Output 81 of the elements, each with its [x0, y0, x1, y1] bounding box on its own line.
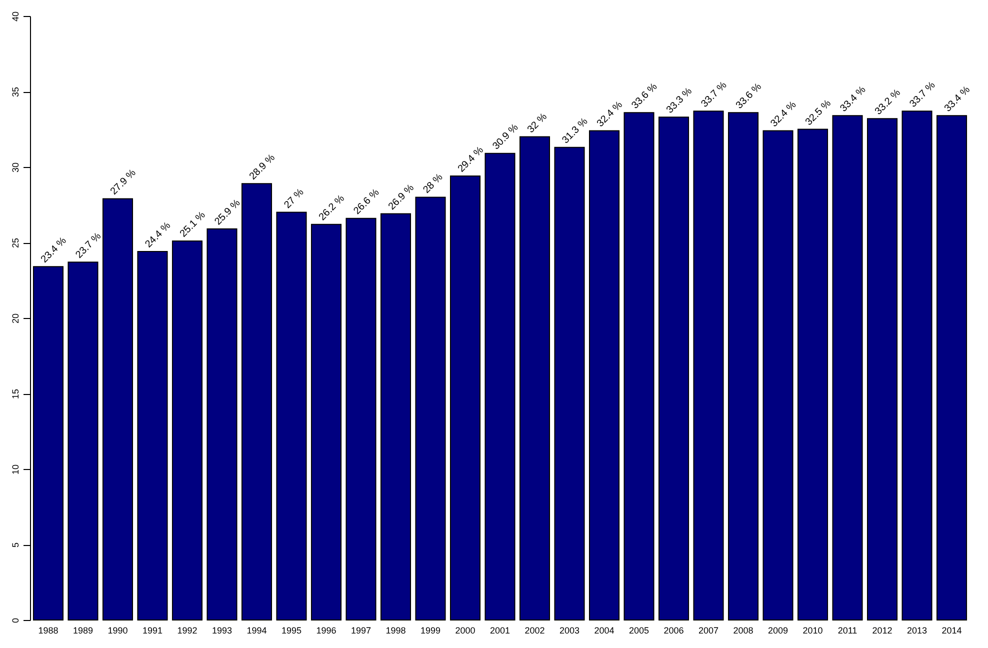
x-tick-label: 1998: [386, 626, 406, 636]
data-label: 33.3 %: [664, 86, 694, 116]
bar: [102, 198, 134, 620]
x-tick-label: 1999: [420, 626, 441, 636]
data-label: 33.4 %: [942, 84, 972, 114]
data-label: 32.4 %: [768, 99, 799, 130]
bar: [484, 152, 516, 620]
bar: [693, 110, 724, 620]
x-tick-label: 1993: [212, 626, 232, 636]
x-tick-label: 1988: [38, 626, 58, 636]
x-tick-label: 2006: [664, 626, 684, 636]
x-tick-label: 2008: [733, 626, 754, 636]
bar: [588, 130, 620, 620]
y-tick-label: 10: [10, 464, 20, 475]
x-tick-label: 2012: [872, 626, 892, 636]
x-tick-label: 2000: [455, 626, 476, 636]
bar: [450, 176, 481, 620]
x-tick-label: 2001: [490, 626, 510, 636]
bar: [519, 136, 550, 620]
data-label: 32.4 %: [595, 99, 625, 130]
bar: [310, 224, 342, 620]
data-label: 29.4 %: [456, 144, 486, 175]
data-label: 33.2 %: [873, 87, 903, 118]
y-tick-label: 40: [10, 11, 20, 22]
data-label: 24.4 %: [143, 220, 174, 250]
bar: [415, 196, 446, 620]
y-tick-label: 20: [10, 313, 20, 324]
data-label: 31.3 %: [560, 116, 590, 146]
y-tick-label: 35: [10, 86, 20, 98]
bar: [554, 146, 585, 620]
x-tick-label: 2013: [906, 626, 928, 636]
x-tick-label: 2007: [698, 626, 719, 636]
x-tick-label: 2009: [768, 626, 788, 636]
data-label: 26.9 %: [386, 182, 416, 212]
bar: [346, 218, 376, 620]
x-tick-label: 1992: [177, 626, 198, 636]
data-label: 32 %: [526, 111, 550, 136]
x-tick-label: 1991: [142, 626, 163, 636]
bar: [206, 228, 238, 620]
data-label: 33.6 %: [630, 81, 660, 112]
bar: [172, 240, 203, 620]
x-tick-label: 1995: [281, 626, 302, 636]
data-label: 30.9 %: [490, 122, 521, 152]
data-label: 33.6 %: [734, 81, 764, 112]
bar: [866, 118, 898, 620]
bar: [658, 116, 690, 620]
y-tick-label: 25: [10, 238, 20, 248]
y-tick-label: 30: [10, 162, 20, 173]
x-tick-label: 1990: [108, 626, 128, 636]
x-tick-label: 2005: [628, 626, 650, 636]
x-tick-label: 1989: [72, 626, 94, 636]
bar: [32, 266, 64, 620]
bar: [832, 115, 863, 620]
x-tick-label: 1996: [316, 626, 336, 636]
data-label: 27 %: [282, 186, 306, 211]
bar: [137, 251, 168, 620]
bar: [276, 212, 307, 620]
bar: [936, 115, 968, 620]
data-label: 25.1 %: [178, 210, 208, 240]
x-tick-label: 2003: [559, 626, 580, 636]
y-tick-label: 15: [10, 388, 20, 400]
y-tick-label: 5: [10, 542, 20, 548]
x-tick-label: 1994: [246, 626, 267, 636]
bar: [624, 112, 654, 620]
data-label: 28 %: [421, 172, 446, 196]
x-tick-label: 2014: [942, 626, 962, 636]
x-tick-label: 2011: [838, 626, 858, 636]
x-tick-label: 2004: [594, 626, 614, 636]
bar: [68, 262, 98, 620]
x-tick-label: 2002: [524, 626, 545, 636]
x-tick-label: 1997: [350, 626, 372, 636]
bar: [728, 112, 759, 620]
bar: [797, 128, 828, 620]
bar: [380, 213, 412, 620]
data-label: 33.4 %: [838, 84, 868, 114]
y-tick-label: 0: [10, 618, 20, 624]
bar: [241, 183, 272, 620]
bar: [762, 130, 794, 620]
x-tick-label: 2010: [802, 626, 823, 636]
data-label: 25.9 %: [212, 198, 243, 228]
bar: [902, 110, 932, 620]
